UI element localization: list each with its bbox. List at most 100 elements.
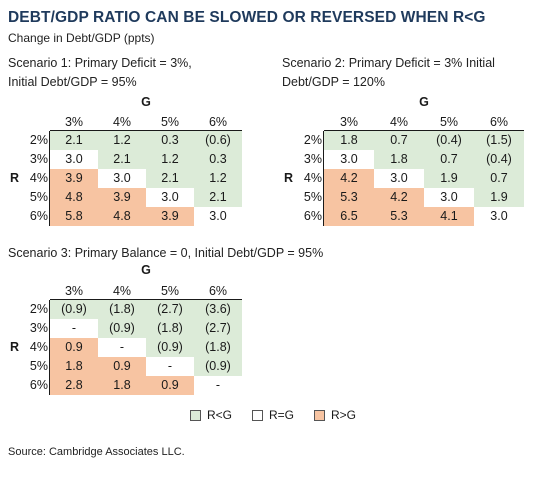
legend-item-r-lt-g: R<G	[190, 408, 232, 422]
scenario-2-title-line1: Scenario 2: Primary Deficit = 3% Initial	[282, 56, 495, 70]
table-cell: (1.8)	[98, 300, 146, 319]
table-cell: 4.2	[324, 169, 374, 188]
table-cell: 4.8	[98, 207, 146, 226]
scenario-3-title-line1: Scenario 3: Primary Balance = 0, Initial…	[8, 246, 324, 260]
row-header: 5%	[303, 190, 322, 204]
table-cell: 4.1	[424, 207, 474, 226]
table-cell: 3.9	[98, 188, 146, 207]
table-cell: 5.8	[50, 207, 98, 226]
table-cell: 0.7	[474, 169, 524, 188]
legend-label-r-eq-g: R=G	[269, 408, 295, 422]
row-header: 4%	[29, 171, 48, 185]
table-cell: 1.8	[98, 376, 146, 395]
table-cell: 1.8	[374, 150, 424, 169]
table-cell: (0.9)	[50, 300, 98, 319]
legend-label-r-lt-g: R<G	[207, 408, 233, 422]
table-cell: (0.9)	[98, 319, 146, 338]
table-cell: 1.9	[424, 169, 474, 188]
table-cell: (0.4)	[424, 131, 474, 150]
table-cell: 3.0	[146, 188, 194, 207]
table-cell: 3.0	[324, 150, 374, 169]
chart-title: DEBT/GDP RATIO CAN BE SLOWED OR REVERSED…	[8, 9, 486, 26]
header-rule	[50, 299, 242, 300]
column-header: 4%	[112, 284, 132, 298]
table-cell: (3.6)	[194, 300, 242, 319]
table-cell: -	[50, 319, 98, 338]
table-cell: 5.3	[374, 207, 424, 226]
source-note: Source: Cambridge Associates LLC.	[8, 446, 185, 458]
row-header: 6%	[303, 209, 322, 223]
table-cell: 3.0	[50, 150, 98, 169]
table-cell: 3.0	[474, 207, 524, 226]
table-cell: (0.9)	[194, 357, 242, 376]
table-cell: 0.3	[146, 131, 194, 150]
table-cell: (1.8)	[146, 319, 194, 338]
column-header: 3%	[339, 115, 359, 129]
table-cell: 0.9	[98, 357, 146, 376]
row-header: 2%	[29, 133, 48, 147]
column-header: 4%	[389, 115, 409, 129]
col-axis-label: G	[141, 95, 151, 109]
table-cell: 2.1	[146, 169, 194, 188]
column-header: 6%	[208, 284, 228, 298]
table-cell: 5.3	[324, 188, 374, 207]
table-cell: 4.2	[374, 188, 424, 207]
row-header-rule	[49, 300, 50, 395]
header-rule	[50, 130, 242, 131]
row-header: 3%	[29, 321, 48, 335]
table-cell: 0.7	[424, 150, 474, 169]
row-header-rule	[323, 131, 324, 226]
row-axis-label: R	[10, 171, 20, 185]
row-header: 5%	[29, 359, 48, 373]
column-header: 3%	[64, 284, 84, 298]
header-rule	[324, 130, 524, 131]
chart-subtitle: Change in Debt/GDP (ppts)	[8, 31, 155, 45]
legend-item-r-gt-g: R>G	[314, 408, 356, 422]
table-cell: (2.7)	[194, 319, 242, 338]
table-cell: 1.2	[194, 169, 242, 188]
table-cell: 0.7	[374, 131, 424, 150]
scenario-2-title: Scenario 2: Primary Deficit = 3% Initial…	[282, 54, 542, 92]
row-header: 6%	[29, 209, 48, 223]
legend-swatch-r-eq-g	[252, 409, 263, 421]
column-header: 6%	[208, 115, 228, 129]
column-header: 3%	[64, 115, 84, 129]
table-cell: 3.0	[424, 188, 474, 207]
row-header: 5%	[29, 190, 48, 204]
row-header: 4%	[29, 340, 48, 354]
column-header: 5%	[160, 284, 180, 298]
row-header: 2%	[29, 302, 48, 316]
row-header: 4%	[303, 171, 322, 185]
row-header-rule	[49, 131, 50, 226]
table-cell: 1.8	[50, 357, 98, 376]
table-cell: 1.2	[98, 131, 146, 150]
legend-item-r-eq-g: R=G	[252, 408, 294, 422]
table-cell: 0.9	[50, 338, 98, 357]
row-header: 2%	[303, 133, 322, 147]
table-cell: (1.8)	[194, 338, 242, 357]
table-cell: 2.8	[50, 376, 98, 395]
table-cell: 3.9	[146, 207, 194, 226]
scenario-2-title-line2: Debt/GDP = 120%	[282, 75, 385, 89]
table-cell: 0.9	[146, 376, 194, 395]
table-cell: (2.7)	[146, 300, 194, 319]
legend-swatch-r-gt-g	[314, 409, 325, 421]
table-cell: (1.5)	[474, 131, 524, 150]
col-axis-label: G	[419, 95, 429, 109]
table-cell: -	[194, 376, 242, 395]
table-cell: 3.9	[50, 169, 98, 188]
table-cell: 3.0	[98, 169, 146, 188]
table-cell: 2.1	[194, 188, 242, 207]
table-cell: (0.6)	[194, 131, 242, 150]
column-header: 4%	[112, 115, 132, 129]
col-axis-label: G	[141, 263, 151, 277]
table-cell: 0.3	[194, 150, 242, 169]
row-header: 3%	[303, 152, 322, 166]
table-cell: 1.9	[474, 188, 524, 207]
table-cell: 1.2	[146, 150, 194, 169]
table-cell: 3.0	[374, 169, 424, 188]
table-cell: -	[98, 338, 146, 357]
column-header: 5%	[439, 115, 459, 129]
row-axis-label: R	[284, 171, 294, 185]
scenario-1-title: Scenario 1: Primary Deficit = 3%, Initia…	[8, 54, 278, 92]
